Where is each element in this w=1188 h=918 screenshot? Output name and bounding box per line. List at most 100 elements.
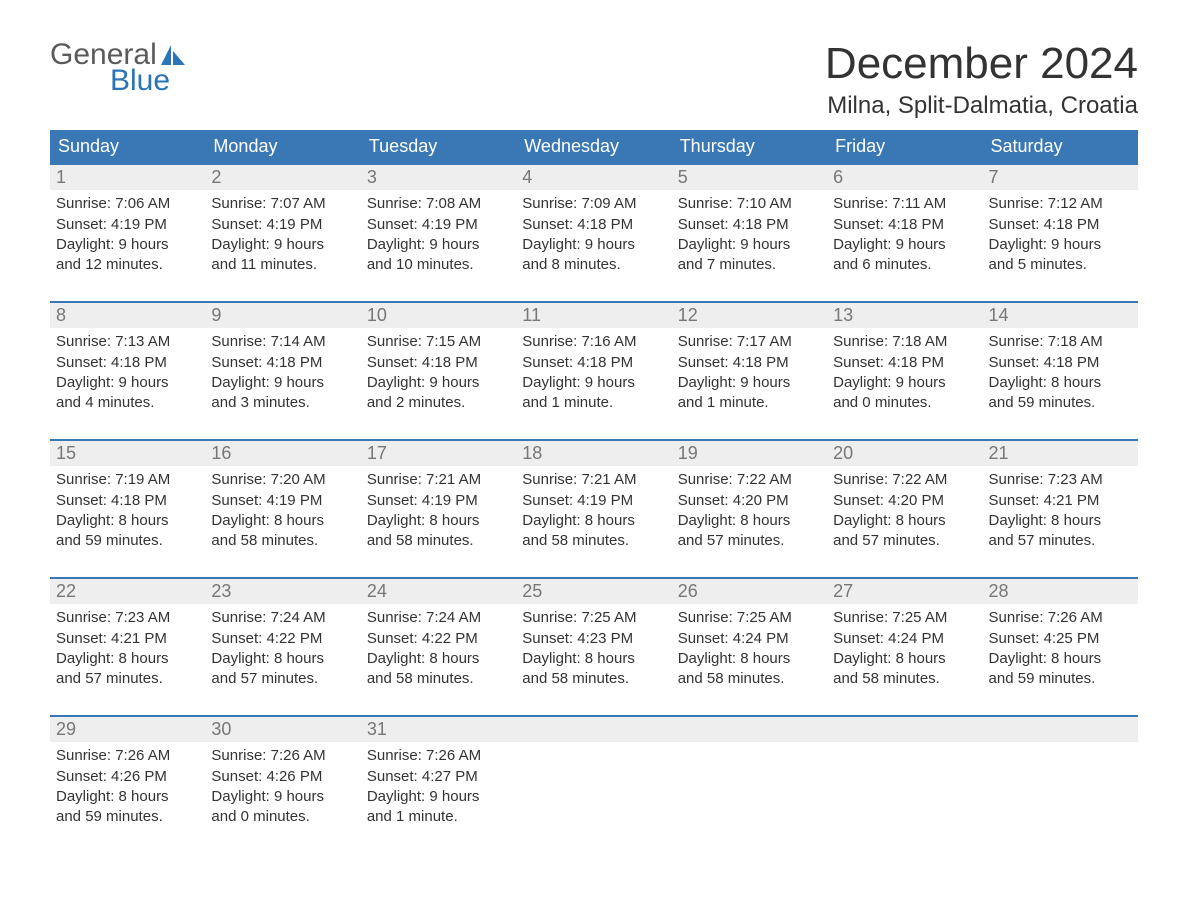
sunset-text: Sunset: 4:18 PM bbox=[522, 215, 665, 235]
sunrise-text: Sunrise: 7:22 AM bbox=[678, 470, 821, 490]
day-number: 15 bbox=[50, 441, 205, 466]
day-body: Sunrise: 7:20 AMSunset: 4:19 PMDaylight:… bbox=[205, 466, 360, 557]
day-number: 22 bbox=[50, 579, 205, 604]
day-cell: 4 Sunrise: 7:09 AMSunset: 4:18 PMDaylight… bbox=[516, 165, 671, 283]
day-cell: 18Sunrise: 7:21 AMSunset: 4:19 PMDayligh… bbox=[516, 441, 671, 559]
sunrise-text: Sunrise: 7:11 AM bbox=[833, 194, 976, 214]
day-body: Sunrise: 7:21 AMSunset: 4:19 PMDaylight:… bbox=[361, 466, 516, 557]
sunset-text: Sunset: 4:20 PM bbox=[833, 491, 976, 511]
daylight-line-2: and 4 minutes. bbox=[56, 393, 199, 413]
day-body: Sunrise: 7:24 AMSunset: 4:22 PMDaylight:… bbox=[205, 604, 360, 695]
day-number: 8 bbox=[50, 303, 205, 328]
sunset-text: Sunset: 4:24 PM bbox=[833, 629, 976, 649]
sunrise-text: Sunrise: 7:18 AM bbox=[989, 332, 1132, 352]
daylight-line-2: and 57 minutes. bbox=[56, 669, 199, 689]
title-block: December 2024 Milna, Split-Dalmatia, Cro… bbox=[825, 40, 1138, 120]
daylight-line-1: Daylight: 9 hours bbox=[678, 235, 821, 255]
day-cell: 25Sunrise: 7:25 AMSunset: 4:23 PMDayligh… bbox=[516, 579, 671, 697]
day-cell: 10Sunrise: 7:15 AMSunset: 4:18 PMDayligh… bbox=[361, 303, 516, 421]
day-body: Sunrise: 7:24 AMSunset: 4:22 PMDaylight:… bbox=[361, 604, 516, 695]
dow-sunday: Sunday bbox=[50, 130, 205, 163]
day-body: Sunrise: 7:25 AMSunset: 4:24 PMDaylight:… bbox=[672, 604, 827, 695]
day-number: 10 bbox=[361, 303, 516, 328]
sunset-text: Sunset: 4:18 PM bbox=[56, 353, 199, 373]
daylight-line-1: Daylight: 8 hours bbox=[678, 511, 821, 531]
daylight-line-2: and 59 minutes. bbox=[989, 393, 1132, 413]
sunset-text: Sunset: 4:18 PM bbox=[833, 215, 976, 235]
day-cell: 6 Sunrise: 7:11 AMSunset: 4:18 PMDaylight… bbox=[827, 165, 982, 283]
daylight-line-2: and 58 minutes. bbox=[367, 531, 510, 551]
sunrise-text: Sunrise: 7:06 AM bbox=[56, 194, 199, 214]
sunrise-text: Sunrise: 7:24 AM bbox=[367, 608, 510, 628]
day-body: Sunrise: 7:26 AMSunset: 4:25 PMDaylight:… bbox=[983, 604, 1138, 695]
daylight-line-2: and 57 minutes. bbox=[833, 531, 976, 551]
day-body: Sunrise: 7:14 AMSunset: 4:18 PMDaylight:… bbox=[205, 328, 360, 419]
sunset-text: Sunset: 4:26 PM bbox=[56, 767, 199, 787]
day-cell: 17Sunrise: 7:21 AMSunset: 4:19 PMDayligh… bbox=[361, 441, 516, 559]
day-number: 3 bbox=[361, 165, 516, 190]
daylight-line-2: and 2 minutes. bbox=[367, 393, 510, 413]
daylight-line-2: and 3 minutes. bbox=[211, 393, 354, 413]
sunrise-text: Sunrise: 7:25 AM bbox=[678, 608, 821, 628]
daylight-line-1: Daylight: 9 hours bbox=[833, 373, 976, 393]
dow-saturday: Saturday bbox=[983, 130, 1138, 163]
day-number: 25 bbox=[516, 579, 671, 604]
day-cell bbox=[983, 717, 1138, 835]
day-number: 11 bbox=[516, 303, 671, 328]
day-number: 14 bbox=[983, 303, 1138, 328]
daylight-line-1: Daylight: 8 hours bbox=[367, 649, 510, 669]
sunrise-text: Sunrise: 7:09 AM bbox=[522, 194, 665, 214]
sunrise-text: Sunrise: 7:26 AM bbox=[211, 746, 354, 766]
day-cell: 14Sunrise: 7:18 AMSunset: 4:18 PMDayligh… bbox=[983, 303, 1138, 421]
daylight-line-1: Daylight: 9 hours bbox=[522, 373, 665, 393]
daylight-line-1: Daylight: 8 hours bbox=[833, 511, 976, 531]
daylight-line-2: and 58 minutes. bbox=[522, 531, 665, 551]
daylight-line-2: and 59 minutes. bbox=[989, 669, 1132, 689]
dow-monday: Monday bbox=[205, 130, 360, 163]
daylight-line-1: Daylight: 8 hours bbox=[367, 511, 510, 531]
daylight-line-1: Daylight: 9 hours bbox=[522, 235, 665, 255]
daylight-line-1: Daylight: 9 hours bbox=[367, 373, 510, 393]
sunset-text: Sunset: 4:21 PM bbox=[56, 629, 199, 649]
daylight-line-1: Daylight: 8 hours bbox=[989, 511, 1132, 531]
day-cell: 31Sunrise: 7:26 AMSunset: 4:27 PMDayligh… bbox=[361, 717, 516, 835]
day-number bbox=[983, 717, 1138, 742]
calendar: Sunday Monday Tuesday Wednesday Thursday… bbox=[50, 130, 1138, 835]
sunrise-text: Sunrise: 7:26 AM bbox=[367, 746, 510, 766]
daylight-line-2: and 58 minutes. bbox=[367, 669, 510, 689]
sunset-text: Sunset: 4:18 PM bbox=[56, 491, 199, 511]
daylight-line-1: Daylight: 9 hours bbox=[989, 235, 1132, 255]
day-cell: 19Sunrise: 7:22 AMSunset: 4:20 PMDayligh… bbox=[672, 441, 827, 559]
day-cell: 11Sunrise: 7:16 AMSunset: 4:18 PMDayligh… bbox=[516, 303, 671, 421]
day-cell: 22Sunrise: 7:23 AMSunset: 4:21 PMDayligh… bbox=[50, 579, 205, 697]
day-number: 4 bbox=[516, 165, 671, 190]
logo-text-blue: Blue bbox=[110, 66, 170, 96]
day-number: 20 bbox=[827, 441, 982, 466]
daylight-line-1: Daylight: 9 hours bbox=[211, 787, 354, 807]
sunrise-text: Sunrise: 7:17 AM bbox=[678, 332, 821, 352]
day-number: 16 bbox=[205, 441, 360, 466]
day-cell: 9Sunrise: 7:14 AMSunset: 4:18 PMDaylight… bbox=[205, 303, 360, 421]
day-body: Sunrise: 7:07 AMSunset: 4:19 PMDaylight:… bbox=[205, 190, 360, 281]
day-body: Sunrise: 7:18 AMSunset: 4:18 PMDaylight:… bbox=[983, 328, 1138, 419]
day-body: Sunrise: 7:26 AMSunset: 4:26 PMDaylight:… bbox=[205, 742, 360, 833]
sunset-text: Sunset: 4:19 PM bbox=[367, 215, 510, 235]
day-cell: 13Sunrise: 7:18 AMSunset: 4:18 PMDayligh… bbox=[827, 303, 982, 421]
day-number: 5 bbox=[672, 165, 827, 190]
daylight-line-2: and 58 minutes. bbox=[678, 669, 821, 689]
daylight-line-1: Daylight: 9 hours bbox=[211, 235, 354, 255]
day-number bbox=[827, 717, 982, 742]
week-row: 1 Sunrise: 7:06 AM Sunset: 4:19 PM Daylight… bbox=[50, 163, 1138, 283]
day-cell: 30Sunrise: 7:26 AMSunset: 4:26 PMDayligh… bbox=[205, 717, 360, 835]
daylight-line-2: and 58 minutes. bbox=[833, 669, 976, 689]
sunset-text: Sunset: 4:18 PM bbox=[678, 215, 821, 235]
day-number: 6 bbox=[827, 165, 982, 190]
day-cell: 16Sunrise: 7:20 AMSunset: 4:19 PMDayligh… bbox=[205, 441, 360, 559]
sunrise-text: Sunrise: 7:14 AM bbox=[211, 332, 354, 352]
week-row: 15Sunrise: 7:19 AMSunset: 4:18 PMDayligh… bbox=[50, 439, 1138, 559]
sunrise-text: Sunrise: 7:16 AM bbox=[522, 332, 665, 352]
day-number: 7 bbox=[983, 165, 1138, 190]
day-number: 1 bbox=[50, 165, 205, 190]
daylight-line-1: Daylight: 9 hours bbox=[833, 235, 976, 255]
location-text: Milna, Split-Dalmatia, Croatia bbox=[825, 92, 1138, 120]
